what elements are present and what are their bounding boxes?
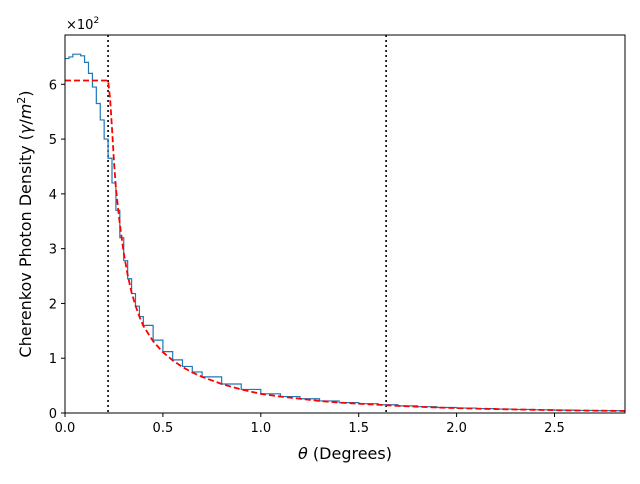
- y-axis-multiplier: ×102: [66, 16, 99, 33]
- x-tick-label: 1.0: [250, 421, 271, 436]
- x-tick-label: 0.5: [153, 421, 174, 436]
- x-tick-label: 1.5: [348, 421, 369, 436]
- y-axis-label-text: Cherenkov Photon Density (: [16, 134, 35, 357]
- series-layer: [65, 53, 625, 412]
- y-axis-multiplier-base: ×10: [66, 18, 93, 33]
- y-tick-label: 1: [49, 352, 57, 367]
- x-tick-label: 2.5: [544, 421, 565, 436]
- y-tick-label: 0: [49, 407, 57, 422]
- y-tick-label: 4: [49, 188, 57, 203]
- vertical-reference-lines: [107, 35, 387, 413]
- x-axis-ticks: 0.0 0.5 1.0 1.5 2.0 2.5: [55, 413, 565, 436]
- y-tick-label: 3: [49, 243, 57, 258]
- y-tick-label: 6: [49, 78, 57, 93]
- y-axis-label-exponent: 2: [15, 97, 28, 104]
- y-axis-label-close: ): [16, 90, 35, 96]
- y-tick-label: 2: [49, 297, 57, 312]
- x-axis-label-symbol: θ: [298, 444, 308, 463]
- x-tick-label: 0.0: [55, 421, 76, 436]
- y-tick-label: 5: [49, 133, 57, 148]
- x-tick-label: 2.0: [446, 421, 467, 436]
- y-axis-label-gamma: γ: [16, 123, 35, 134]
- x-axis-label-text: (Degrees): [308, 444, 392, 463]
- y-axis-label-unit: m: [16, 104, 35, 120]
- y-axis-label-slash: /: [16, 119, 35, 125]
- x-axis-label: θ (Degrees): [298, 444, 392, 463]
- plot-frame: [64, 34, 626, 414]
- y-axis-label: Cherenkov Photon Density (γ/m2): [15, 90, 35, 357]
- series-line-histogram: [65, 53, 625, 412]
- y-axis-ticks: 0 1 2 3 4 5 6: [49, 78, 65, 422]
- y-axis-multiplier-exponent: 2: [93, 16, 99, 26]
- series-line-model: [65, 79, 625, 412]
